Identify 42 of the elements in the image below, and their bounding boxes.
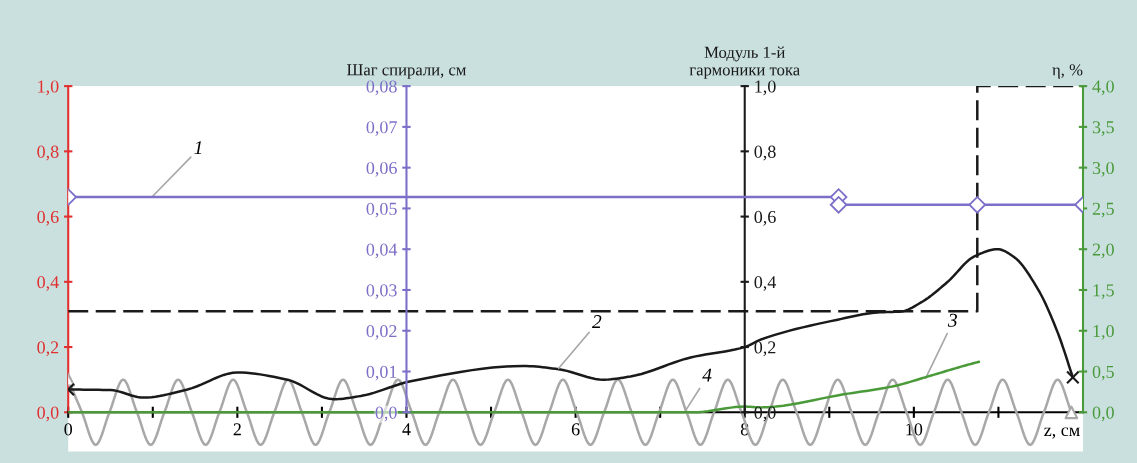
text: 0,4 (37, 276, 59, 291)
y-tick-label: 0,4 (754, 276, 777, 291)
y2-tick-label: 0,04 (366, 243, 398, 259)
y3-tick-label: 1,0 (1093, 325, 1114, 340)
y2-tick-label: 0,05 (366, 202, 397, 218)
y-tick-label: 0,8 (754, 145, 776, 161)
y-tick-label: 0,6 (754, 210, 776, 226)
annotation: 3 (947, 313, 957, 327)
y3-tick-label: 4,0 (1092, 80, 1114, 96)
y3-tick-label: 2,0 (1092, 243, 1114, 259)
x-tick-label: 10 (906, 423, 923, 436)
y2-tick-label: 0,0 (375, 406, 397, 422)
y3-tick-label: 1,5 (1093, 284, 1114, 300)
annotation: 1 (194, 141, 202, 154)
text: 0,0 (37, 406, 59, 422)
x-tick-label: 0 (64, 423, 73, 436)
x-tick-label: 2 (233, 423, 241, 436)
text: 0,8 (37, 145, 59, 161)
y2-tick-label: 0,08 (366, 80, 397, 96)
text: 1,0 (38, 80, 59, 96)
y2-tick-label: 0,03 (366, 284, 397, 300)
y2-tick-label: 0,07 (366, 121, 397, 136)
y3-tick-label: 0,0 (1092, 406, 1114, 422)
y-tick-label: 0,2 (754, 341, 776, 357)
y-axis-title: Модуль 1-й гармоники тока (689, 46, 800, 79)
text: 0,2 (37, 341, 59, 357)
annotation: 2 (592, 315, 602, 328)
y2-tick-label: 0,06 (366, 161, 397, 177)
x-tick-label: 4 (402, 423, 411, 436)
y3-tick-label: 0,5 (1092, 365, 1114, 381)
y2-tick-label: 0,01 (366, 365, 397, 381)
y3-tick-label: 2,5 (1092, 202, 1114, 218)
annotation: 4 (702, 368, 712, 382)
x-tick-label: 6 (571, 423, 580, 436)
y2-axis-title: Шаг спирали, см (347, 64, 466, 79)
x-axis-title: z, см (1044, 427, 1080, 439)
y-tick-label: 1,0 (755, 80, 776, 96)
y3-axis-title: η, % (1052, 64, 1083, 79)
text: 0,6 (37, 210, 59, 226)
y3-tick-label: 3,0 (1092, 161, 1114, 177)
y3-tick-label: 3,5 (1092, 121, 1114, 136)
y2-tick-label: 0,02 (366, 325, 397, 340)
